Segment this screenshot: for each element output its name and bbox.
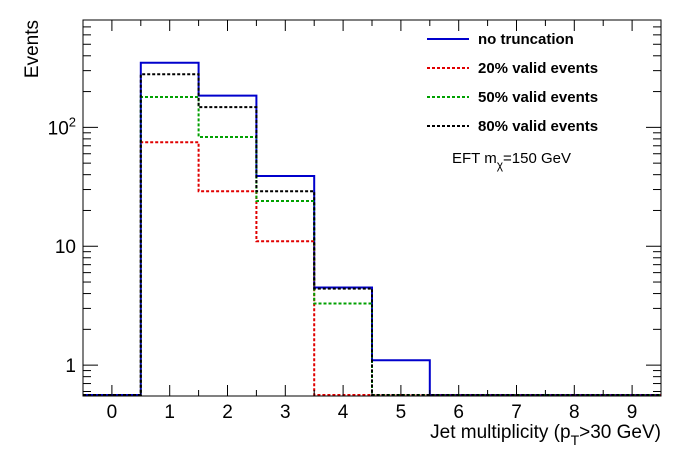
x-tick-label: 4 xyxy=(338,402,349,423)
annotation-post: =150 GeV xyxy=(503,150,571,167)
annotation-sub: χ xyxy=(497,158,504,172)
x-axis-label: Jet multiplicity (pT>30 GeV) xyxy=(430,422,661,448)
y-tick-label-exp: 2 xyxy=(69,114,76,129)
x-axis-label-post: >30 GeV) xyxy=(579,422,661,443)
legend-label-4: 80% valid events xyxy=(478,118,598,135)
x-tick-label: 5 xyxy=(396,402,407,423)
x-tick-label: 0 xyxy=(107,402,118,423)
legend-label-2: 20% valid events xyxy=(478,60,598,77)
legend: no truncation 20% valid events 50% valid e… xyxy=(427,31,598,135)
x-tick-label: 3 xyxy=(280,402,291,423)
annotation-pre: EFT m xyxy=(452,150,497,167)
y-axis-label: Events xyxy=(22,20,43,78)
y-tick-label: 102 xyxy=(48,114,76,139)
x-tick-label: 9 xyxy=(627,402,638,423)
x-tick-label: 6 xyxy=(453,402,464,423)
legend-label-1: no truncation xyxy=(478,31,574,48)
x-axis-label-sub: T xyxy=(571,432,580,448)
x-tick-label: 1 xyxy=(164,402,175,423)
legend-label-3: 50% valid events xyxy=(478,89,598,106)
y-tick-label: 1 xyxy=(65,356,76,377)
x-axis-label-pre: Jet multiplicity (p xyxy=(430,422,570,443)
tick-layer xyxy=(82,19,662,396)
annotation: EFT mχ=150 GeV xyxy=(452,150,571,172)
y-tick-label: 10 xyxy=(55,237,76,258)
y-tick-label-base: 10 xyxy=(48,118,69,139)
x-tick-label: 8 xyxy=(569,402,580,423)
x-tick-label: 7 xyxy=(511,402,522,423)
x-tick-label: 2 xyxy=(222,402,233,423)
